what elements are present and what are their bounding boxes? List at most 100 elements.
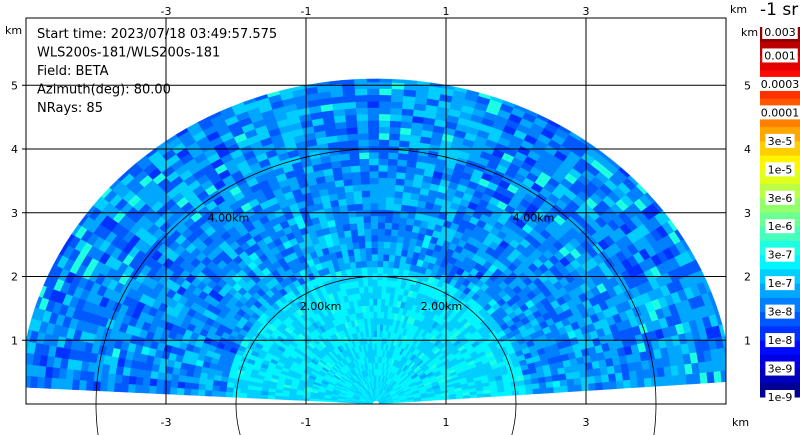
- range-gate: [388, 254, 396, 262]
- range-gate: [113, 382, 122, 393]
- range-gate: [366, 78, 380, 83]
- range-gate: [366, 94, 380, 102]
- x-tick-label-bottom: 3: [583, 416, 590, 429]
- range-gate: [347, 210, 357, 218]
- range-gate: [398, 216, 408, 225]
- range-gate: [355, 107, 368, 115]
- range-gate: [369, 183, 379, 191]
- range-gate: [657, 376, 667, 387]
- range-gate: [183, 382, 193, 390]
- range-gate: [380, 298, 386, 306]
- range-gate: [360, 183, 371, 192]
- range-gate: [371, 260, 378, 268]
- range-gate: [376, 285, 383, 293]
- colorbar-tick-label: 1e-5: [768, 163, 793, 176]
- colorbar: 0.003 0.001 0.0003 0.0001 3e-5 1e-5 3e-6 1e-6 3e…: [759, 0, 800, 404]
- range-gate: [354, 94, 368, 103]
- range-gate: [664, 375, 674, 386]
- range-gate: [378, 139, 390, 147]
- range-gate: [354, 88, 368, 96]
- range-gate: [397, 152, 409, 161]
- range-gate: [378, 158, 389, 166]
- range-gate: [344, 107, 357, 116]
- range-gate: [378, 164, 388, 172]
- range-gate: [372, 285, 378, 293]
- range-gate: [388, 139, 400, 147]
- range-gate: [162, 386, 171, 395]
- range-gate: [362, 215, 371, 223]
- range-gate: [368, 139, 379, 147]
- range-gate: [692, 372, 701, 385]
- range-gate: [373, 324, 378, 331]
- range-gate: [246, 389, 255, 395]
- range-gate: [348, 152, 360, 160]
- range-gate: [212, 380, 221, 387]
- range-gate: [574, 384, 583, 392]
- range-gate: [368, 298, 374, 306]
- range-gate: [350, 171, 361, 180]
- range-gate: [401, 197, 411, 206]
- range-gate: [388, 248, 397, 256]
- range-gate: [391, 78, 405, 84]
- range-gate: [386, 279, 392, 288]
- range-gate: [361, 196, 371, 204]
- range-gate: [391, 82, 405, 90]
- range-gate: [338, 204, 348, 213]
- range-gate: [391, 216, 401, 224]
- range-gate: [377, 196, 387, 204]
- range-gate: [367, 285, 374, 293]
- y-tick-label-right: 3: [744, 207, 751, 220]
- range-gate: [129, 367, 138, 378]
- range-gate: [341, 172, 353, 180]
- range-gate: [560, 385, 569, 393]
- range-gate: [357, 139, 369, 147]
- range-gate: [204, 384, 213, 392]
- range-gate: [392, 267, 399, 276]
- range-gate: [376, 317, 381, 325]
- range-gate: [395, 171, 406, 180]
- range-gate: [99, 381, 108, 392]
- range-gate: [382, 260, 389, 268]
- range-gate: [339, 159, 351, 168]
- range-gate: [390, 101, 403, 109]
- range-gate: [367, 120, 379, 128]
- range-gate: [371, 241, 378, 249]
- range-gate: [344, 114, 357, 122]
- range-gate: [274, 395, 283, 400]
- range-gate: [394, 184, 405, 193]
- range-gate: [369, 177, 379, 185]
- range-gate: [388, 133, 401, 141]
- range-gate: [353, 196, 363, 205]
- range-gate: [367, 107, 380, 115]
- range-gate: [65, 368, 75, 380]
- range-gate: [177, 375, 187, 383]
- range-gate: [525, 388, 534, 395]
- range-gate: [369, 311, 374, 319]
- range-gate: [368, 171, 379, 179]
- range-gate: [135, 376, 144, 386]
- x-tick-label-top: 1: [443, 5, 450, 18]
- range-gate: [400, 114, 413, 123]
- range-gate: [389, 107, 403, 116]
- range-gate: [128, 375, 137, 386]
- range-gate: [86, 371, 95, 382]
- range-gate: [635, 369, 645, 380]
- range-gate: [114, 374, 123, 384]
- x-tick-label-top: 3: [583, 5, 590, 18]
- range-gate: [383, 241, 391, 249]
- range-gate: [377, 202, 387, 211]
- range-gate: [372, 298, 378, 306]
- range-gate: [36, 376, 46, 389]
- info-box: Start time: 2023/07/18 03:49:57.575 WLS20…: [37, 27, 277, 116]
- range-gate: [190, 388, 199, 396]
- range-gate: [363, 228, 372, 236]
- range-gate: [384, 292, 391, 300]
- range-gate: [381, 279, 388, 287]
- range-gate: [383, 234, 392, 243]
- ring-label-right: 4.00km: [513, 212, 555, 225]
- range-gate: [356, 222, 365, 230]
- range-gate: [377, 190, 387, 198]
- colorbar-tick-label: 3e-8: [768, 306, 793, 319]
- range-gate: [353, 254, 361, 263]
- range-gate: [357, 132, 369, 141]
